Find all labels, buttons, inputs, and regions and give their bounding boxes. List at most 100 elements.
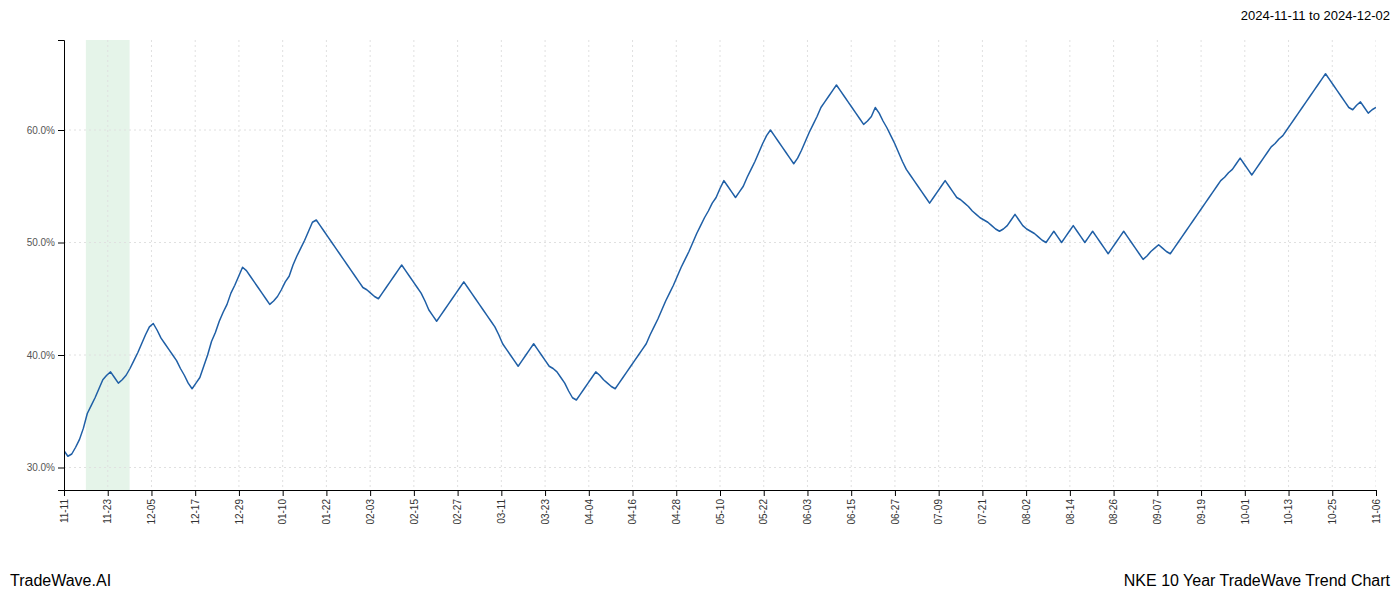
grid-line — [894, 40, 895, 490]
grid-line — [107, 40, 108, 490]
tick: 07-09 — [933, 490, 944, 525]
tick-label: 11-23 — [102, 499, 113, 524]
tick-mark — [370, 490, 371, 496]
tick-label: 12-17 — [190, 499, 201, 525]
tick-label: 03-23 — [540, 499, 551, 525]
tick-label: 06-15 — [846, 499, 857, 525]
tick: 06-15 — [846, 490, 857, 525]
tick-label: 11-06 — [1371, 499, 1382, 524]
tick-label: 04-28 — [671, 499, 682, 525]
grid-line — [1244, 40, 1245, 490]
tick-mark — [1376, 490, 1377, 496]
tick: 10-01 — [1240, 490, 1251, 525]
tick-label: 04-16 — [627, 499, 638, 525]
grid-line — [370, 40, 371, 490]
axis-line — [58, 41, 65, 491]
tick-label: 50.0% — [27, 237, 55, 248]
tick-label: 03-11 — [496, 499, 507, 524]
tick: 02-15 — [409, 490, 420, 525]
grid-line — [545, 40, 546, 490]
tick-label: 02-03 — [365, 499, 376, 525]
tick-label: 10-13 — [1283, 499, 1294, 525]
tick-label: 11-11 — [59, 499, 70, 524]
tick-label: 01-10 — [277, 499, 288, 525]
tick-mark — [1157, 490, 1158, 496]
tick-mark — [58, 355, 64, 356]
tick-label: 08-26 — [1108, 499, 1119, 525]
tick: 12-29 — [234, 490, 245, 525]
tick-label: 05-22 — [758, 499, 769, 525]
tick-label: 04-04 — [584, 499, 595, 525]
tick-label: 08-14 — [1065, 499, 1076, 525]
grid-line — [413, 40, 414, 490]
tick-label: 60.0% — [27, 125, 55, 136]
tick-mark — [764, 490, 765, 496]
grid-line — [807, 40, 808, 490]
tick-label: 05-10 — [715, 499, 726, 525]
tick: 03-23 — [540, 490, 551, 525]
tick: 02-03 — [365, 490, 376, 525]
tick-mark — [545, 490, 546, 496]
grid-line — [501, 40, 502, 490]
tick: 04-04 — [584, 490, 595, 525]
grid-line — [238, 40, 239, 490]
tick: 07-21 — [977, 490, 988, 525]
tick: 08-02 — [1021, 490, 1032, 525]
tick: 30.0% — [27, 462, 64, 473]
annotation: TradeWave.AI — [10, 572, 111, 589]
tick-mark — [151, 490, 152, 496]
annotation: NKE 10 Year TradeWave Trend Chart — [1124, 572, 1391, 589]
tick-mark — [720, 490, 721, 496]
grid-line — [1069, 40, 1070, 490]
tick-mark — [283, 490, 284, 496]
tick-label: 07-09 — [933, 499, 944, 525]
grid-line — [151, 40, 152, 490]
tick-label: 02-27 — [452, 499, 463, 525]
tick: 03-11 — [496, 490, 507, 524]
tick-label: 09-07 — [1152, 499, 1163, 525]
tick-label: 09-19 — [1196, 499, 1207, 525]
tick: 40.0% — [27, 350, 64, 361]
tick-mark — [633, 490, 634, 496]
tick: 11-11 — [59, 490, 70, 523]
tick-label: 10-01 — [1240, 499, 1251, 525]
tick: 01-10 — [277, 490, 288, 525]
grid-line — [938, 40, 939, 490]
tick-mark — [895, 490, 896, 496]
tick-mark — [58, 130, 64, 131]
tick-label: 01-22 — [321, 499, 332, 525]
tick-label: 08-02 — [1021, 499, 1032, 525]
grid-line — [195, 40, 196, 490]
tick-mark — [326, 490, 327, 496]
tick: 12-17 — [190, 490, 201, 525]
tick-label: 30.0% — [27, 462, 55, 473]
tick-mark — [982, 490, 983, 496]
tick-mark — [1245, 490, 1246, 496]
tick-mark — [589, 490, 590, 496]
grid-line — [588, 40, 589, 490]
grid-line — [676, 40, 677, 490]
tick-mark — [414, 490, 415, 496]
tick-mark — [58, 243, 64, 244]
x-axis: 11-11 11-23 12-05 12-17 12-29 01-10 01-22 02-03… — [59, 490, 1382, 525]
grid-line — [1332, 40, 1333, 490]
axis-line — [65, 491, 1377, 497]
tick-mark — [195, 490, 196, 496]
tick: 02-27 — [452, 490, 463, 525]
tick: 10-13 — [1283, 490, 1294, 525]
tick-mark — [807, 490, 808, 496]
tick-mark — [1332, 490, 1333, 496]
tick-mark — [58, 468, 64, 469]
grid-line — [763, 40, 764, 490]
tick-mark — [239, 490, 240, 496]
tick: 04-28 — [671, 490, 682, 525]
tick: 05-22 — [758, 490, 769, 525]
tick: 50.0% — [27, 237, 64, 248]
tick-label: 40.0% — [27, 350, 55, 361]
y-axis: 30.0% 40.0% 50.0% 60.0% — [27, 41, 65, 491]
tick: 11-23 — [102, 490, 113, 524]
tick-mark — [1289, 490, 1290, 496]
shaded-region — [86, 40, 130, 490]
tick-label: 12-05 — [146, 499, 157, 525]
grid-line — [982, 40, 983, 490]
